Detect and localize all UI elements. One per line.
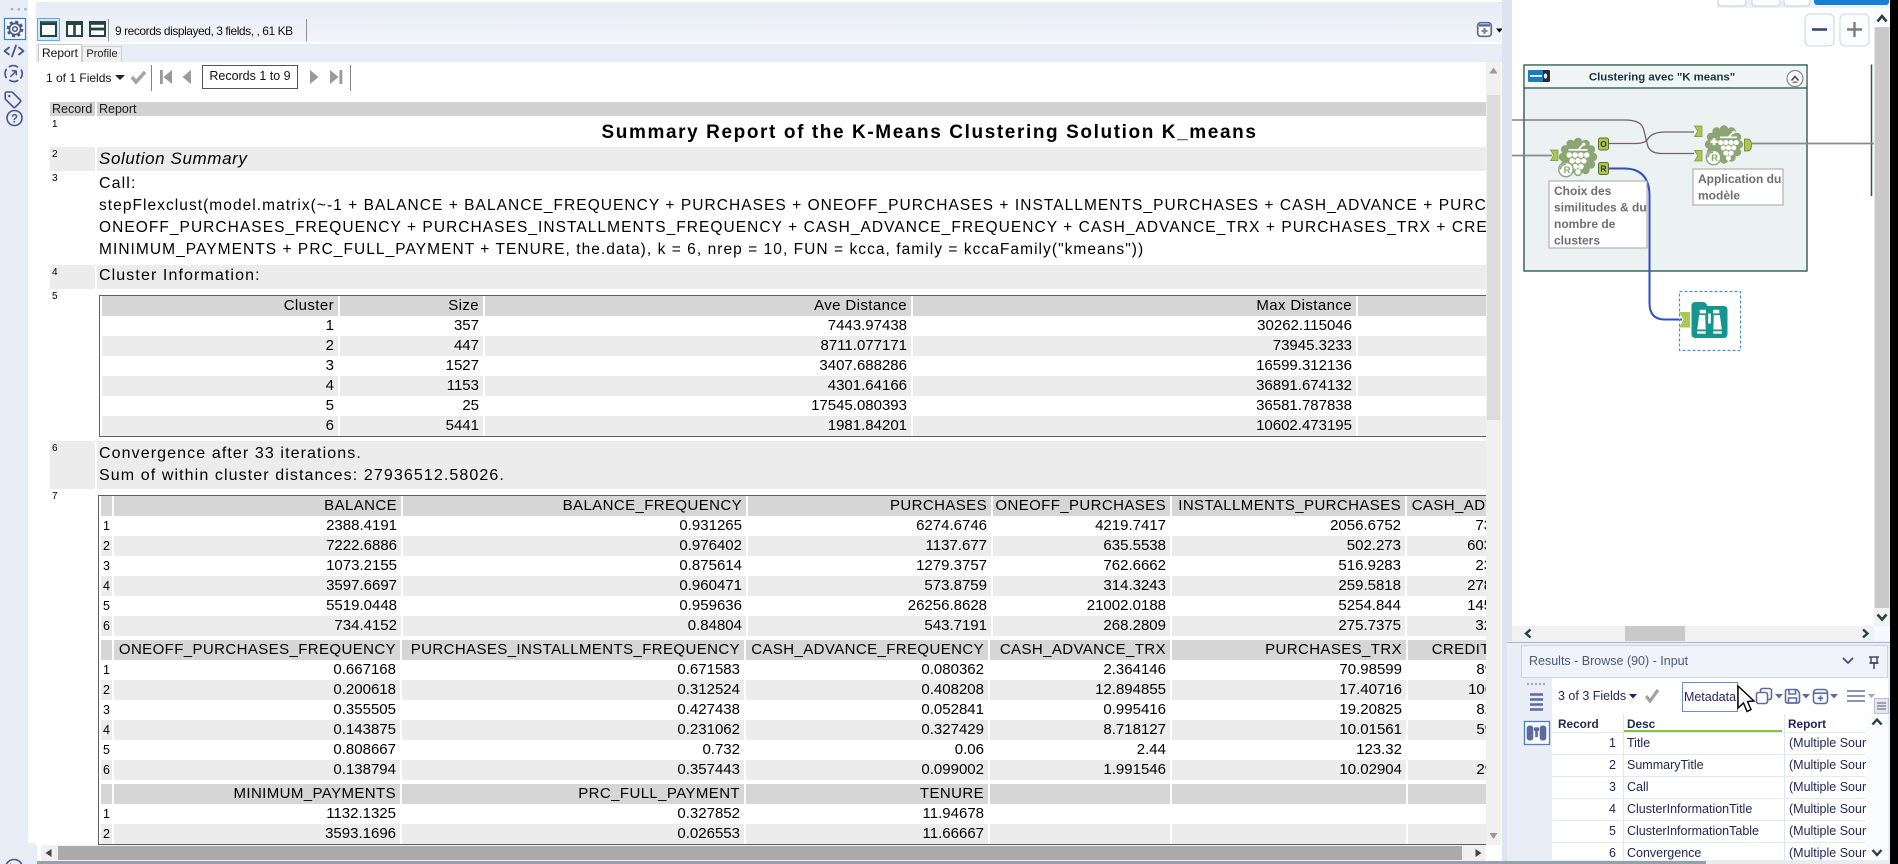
svg-text:clusters: clusters bbox=[1554, 234, 1600, 248]
svg-text:?: ? bbox=[11, 114, 18, 126]
svg-text:R: R bbox=[1711, 153, 1718, 164]
svg-text:Clustering avec "K means": Clustering avec "K means" bbox=[1589, 72, 1735, 84]
svg-text:R: R bbox=[1600, 164, 1606, 174]
svg-text:nombre de: nombre de bbox=[1554, 217, 1616, 231]
svg-text:modèle: modèle bbox=[1698, 189, 1740, 203]
svg-text:similitudes & du: similitudes & du bbox=[1554, 201, 1647, 215]
svg-text:Choix des: Choix des bbox=[1554, 184, 1612, 198]
svg-text:Application du: Application du bbox=[1698, 172, 1781, 186]
svg-text:R: R bbox=[1564, 165, 1571, 176]
svg-text:O: O bbox=[1600, 139, 1607, 149]
